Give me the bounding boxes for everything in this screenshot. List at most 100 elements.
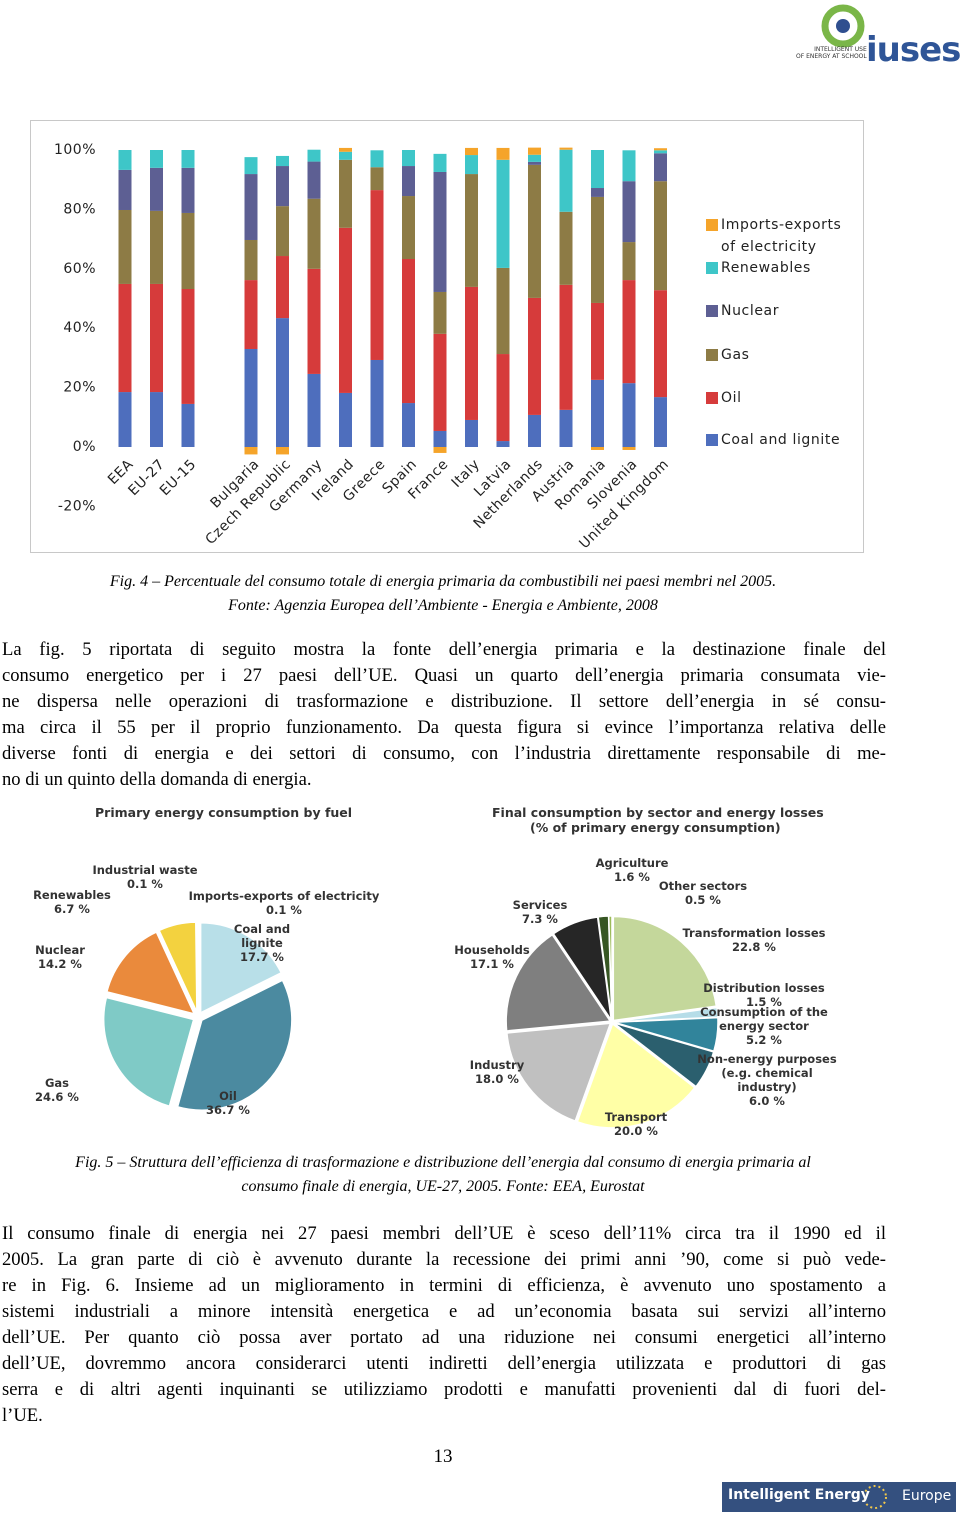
bar-segment (339, 227, 352, 393)
bar-segment (528, 164, 541, 298)
chart-frame (30, 120, 864, 553)
pie-label: Nuclear 14.2 % (25, 943, 95, 971)
legend-swatch (706, 219, 718, 231)
bar-segment (307, 373, 321, 447)
logo-name: iuses (866, 30, 960, 70)
bar-segment (528, 147, 541, 155)
pie-label-value: 18.0 % (475, 1072, 519, 1086)
bar-segment (339, 151, 352, 160)
bar-segment (370, 167, 384, 191)
bar-segment (181, 212, 195, 289)
pie-label: Industry 18.0 % (457, 1058, 537, 1086)
bar-segment (339, 147, 352, 152)
pie-label-name: Other sectors (658, 879, 748, 893)
pie-label-name: Oil (219, 1089, 237, 1103)
pie-label: Non-energy purposes (e.g. chemical indus… (692, 1052, 842, 1108)
pie-slice (612, 915, 718, 1022)
pie-label-value: 6.7 % (54, 902, 90, 916)
pie-label-value: 24.6 % (35, 1090, 79, 1104)
bar-segment (276, 155, 289, 167)
bar-segment (496, 441, 510, 447)
pie-slice (176, 979, 293, 1111)
paragraph-line: dell’UE, dovremmo ancora considerarci ut… (2, 1353, 886, 1374)
bar-segment (402, 196, 415, 259)
bar-segment (118, 392, 132, 447)
bar-segment (402, 166, 415, 197)
bar-segment (591, 447, 604, 450)
bar-segment (244, 280, 258, 349)
bar-segment (654, 153, 667, 182)
pie-label: Renewables 6.7 % (27, 888, 117, 916)
pie-label-value: 1.5 % (746, 995, 782, 1009)
pie-slice (196, 921, 199, 1013)
pie-slice (607, 915, 613, 1021)
bar-segment (150, 150, 163, 168)
bar-segment (307, 198, 321, 269)
bar-segment (496, 147, 510, 160)
bar-segment (370, 150, 384, 168)
bar-segment (496, 267, 510, 355)
bar-segment (181, 150, 195, 168)
paragraph-line: ne dispersa nelle operazioni di trasform… (2, 691, 886, 712)
bar-segment (622, 383, 636, 447)
pie-label-name: Non-energy purposes (e.g. chemical indus… (697, 1052, 837, 1094)
pie-label-value: 36.7 % (206, 1103, 250, 1117)
paragraph-line: sistemi industriali a minore intensità e… (2, 1301, 886, 1322)
bar-segment (591, 196, 604, 303)
bar-segment (591, 302, 604, 380)
pie-label-value: 14.2 % (38, 957, 82, 971)
pie-label: Industrial waste 0.1 % (85, 863, 205, 891)
bar-segment (528, 161, 541, 165)
figure-caption: consumo finale di energia, UE-27, 2005. … (241, 1178, 645, 1195)
bar-segment (370, 190, 384, 360)
bar-segment (528, 414, 541, 447)
pie-label: Coal and lignite 17.7 % (212, 922, 312, 964)
bar-segment (591, 188, 604, 197)
bar-segment (559, 211, 573, 285)
legend-swatch (706, 305, 718, 317)
bar-segment (654, 181, 667, 291)
bar-segment (465, 155, 478, 175)
bar-segment (307, 149, 321, 162)
figure-caption: Fonte: Agenzia Europea dell’Ambiente - E… (228, 597, 658, 614)
footer-banner (722, 1482, 956, 1512)
bar-segment (276, 318, 289, 447)
bar-segment (181, 403, 195, 447)
pie-label: Households 17.1 % (447, 943, 537, 971)
legend-label: Renewables (721, 260, 811, 276)
bar-segment (118, 283, 132, 393)
bar-segment (150, 167, 163, 211)
bar-segment (433, 291, 447, 334)
legend-swatch (706, 392, 718, 404)
bar-segment (654, 148, 667, 151)
paragraph-line: La fig. 5 riportata di seguito mostra la… (2, 639, 886, 660)
pie-label-value: 17.1 % (470, 957, 514, 971)
bar-segment (654, 150, 667, 154)
bar-segment (118, 169, 132, 210)
bar-segment (433, 447, 447, 453)
pie-label-name: Agriculture (595, 856, 669, 870)
y-tick-label: 80% (63, 201, 96, 217)
legend-label: Gas (721, 347, 750, 363)
paragraph-line: l’UE. (2, 1405, 43, 1426)
pie-label-name: Industry (469, 1058, 525, 1072)
pie-label-name: Renewables (33, 888, 111, 902)
bar-segment (528, 154, 541, 162)
logo-tagline-1: INTELLIGENT USE (814, 46, 867, 53)
bar-segment (276, 447, 289, 455)
pie-label-value: 7.3 % (522, 912, 558, 926)
pie-label-value: 0.5 % (685, 893, 721, 907)
pie-label-value: 5.2 % (746, 1033, 782, 1047)
pie-slice (199, 922, 283, 1014)
bar-segment (622, 150, 636, 182)
bar-segment (307, 161, 321, 199)
pie-label-value: 1.6 % (614, 870, 650, 884)
pie-label-name: Imports-exports of electricity (188, 889, 380, 903)
pie-label: Oil 36.7 % (198, 1089, 258, 1117)
bar-segment (244, 447, 258, 455)
bar-segment (339, 159, 352, 228)
pie-label: Services 7.3 % (505, 898, 575, 926)
pie-label-value: 0.1 % (127, 877, 163, 891)
bar-segment (276, 166, 289, 207)
